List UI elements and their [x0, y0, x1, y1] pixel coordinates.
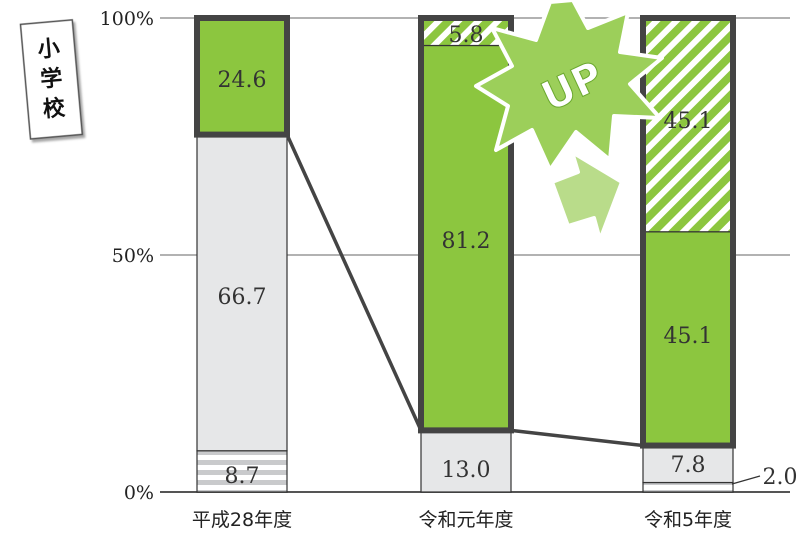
- up-badge: UP: [474, 0, 664, 172]
- starburst-shape: [474, 0, 664, 172]
- connector-line: [510, 428, 644, 448]
- tag-char: 学: [39, 65, 63, 93]
- data-label: 5.8: [449, 23, 484, 48]
- data-label: 81.2: [442, 229, 491, 254]
- school-tag: 小 学 校: [19, 19, 84, 140]
- bar-segment: [642, 481, 734, 493]
- y-tick-label: 100%: [100, 8, 154, 30]
- y-tick-label: 50%: [112, 245, 154, 267]
- bars: 8.7 66.7 24.6 13.0 81.2 5.8 2.0 7.8 45.1 45.1: [194, 15, 798, 493]
- bar-segment: [420, 429, 512, 493]
- y-tick-label: 0%: [124, 482, 154, 504]
- tag-char: 校: [42, 95, 67, 123]
- data-label: 7.8: [671, 453, 706, 478]
- bar-segment: [196, 17, 288, 136]
- data-label: 8.7: [225, 464, 260, 489]
- callout-leader: [731, 475, 761, 485]
- x-tick-label: 令和元年度: [418, 509, 513, 531]
- bar-segment: [642, 17, 734, 233]
- bar-segment: [420, 44, 512, 431]
- connector-lines: [285, 133, 644, 448]
- x-axis: 平成28年度 令和元年度 令和5年度: [192, 509, 732, 531]
- bar-segment: [196, 450, 288, 493]
- data-label: 45.1: [664, 324, 713, 349]
- arrow-icon: [550, 150, 624, 242]
- data-label: 66.7: [218, 285, 267, 310]
- x-tick-label: 令和5年度: [644, 509, 732, 531]
- bar-segment: [642, 444, 734, 484]
- data-label: 2.0: [763, 465, 798, 490]
- x-tick-label: 平成28年度: [192, 509, 292, 531]
- data-label: 24.6: [218, 68, 267, 93]
- bar-highlight-outline: [194, 15, 290, 138]
- data-label: 45.1: [664, 109, 713, 134]
- data-label: 13.0: [442, 458, 491, 483]
- bar-highlight-outline: [418, 15, 514, 434]
- y-axis: 0% 50% 100%: [100, 8, 154, 504]
- tag-char: 小: [37, 36, 61, 63]
- bar-highlight-outline: [640, 15, 736, 449]
- connector-line: [285, 133, 423, 432]
